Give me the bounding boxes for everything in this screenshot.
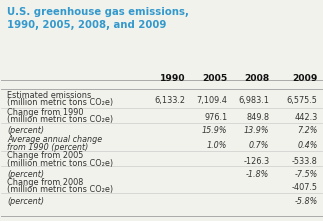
Text: 442.3: 442.3 [294,113,318,122]
Text: (million metric tons CO₂e): (million metric tons CO₂e) [7,98,113,107]
Text: 2008: 2008 [244,74,269,83]
Text: (million metric tons CO₂e): (million metric tons CO₂e) [7,185,113,194]
Text: -7.5%: -7.5% [294,170,318,179]
Text: 6,983.1: 6,983.1 [238,96,269,105]
Text: -1.8%: -1.8% [246,170,269,179]
Text: Change from 2005: Change from 2005 [7,151,84,160]
Text: 2005: 2005 [202,74,227,83]
Text: Change from 2008: Change from 2008 [7,178,84,187]
Text: 976.1: 976.1 [204,113,227,122]
Text: -5.8%: -5.8% [294,197,318,206]
Text: 1990: 1990 [160,74,186,83]
Text: 7,109.4: 7,109.4 [196,96,227,105]
Text: Average annual change: Average annual change [7,135,102,145]
Text: -533.8: -533.8 [292,157,318,166]
Text: 0.7%: 0.7% [249,141,269,150]
Text: (million metric tons CO₂e): (million metric tons CO₂e) [7,115,113,124]
Text: 7.2%: 7.2% [297,126,318,135]
Text: 1.0%: 1.0% [207,141,227,150]
Text: Estimated emissions: Estimated emissions [7,91,91,100]
Text: (million metric tons CO₂e): (million metric tons CO₂e) [7,159,113,168]
Text: -126.3: -126.3 [243,157,269,166]
Text: (percent): (percent) [7,170,44,179]
Text: from 1990 (percent): from 1990 (percent) [7,143,89,152]
Text: 6,575.5: 6,575.5 [287,96,318,105]
Text: 0.4%: 0.4% [297,141,318,150]
Text: (percent): (percent) [7,126,44,135]
Text: 13.9%: 13.9% [244,126,269,135]
Text: 2009: 2009 [292,74,318,83]
Text: 15.9%: 15.9% [202,126,227,135]
Text: 849.8: 849.8 [246,113,269,122]
Text: U.S. greenhouse gas emissions,
1990, 2005, 2008, and 2009: U.S. greenhouse gas emissions, 1990, 200… [7,7,189,30]
Text: (percent): (percent) [7,197,44,206]
Text: 6,133.2: 6,133.2 [155,96,186,105]
Text: -407.5: -407.5 [291,183,318,192]
Text: Change from 1990: Change from 1990 [7,108,84,117]
